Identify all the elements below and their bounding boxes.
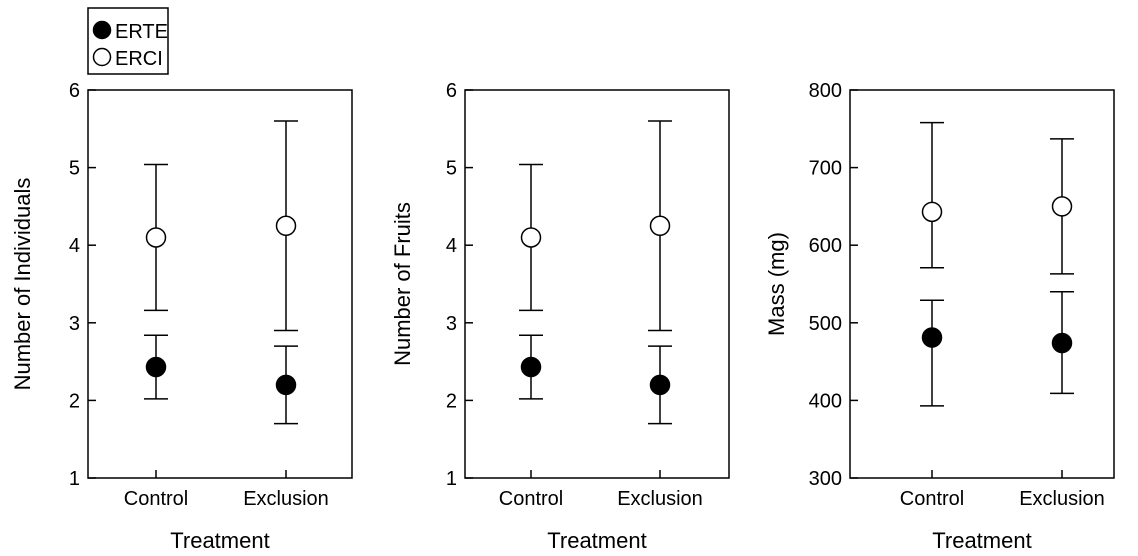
y-tick-label: 3 (446, 313, 457, 335)
x-tick-label: Exclusion (617, 488, 703, 510)
point-erci (520, 227, 542, 248)
y-tick-label: 2 (446, 390, 457, 412)
point-erte (1051, 332, 1073, 354)
y-axis-label: Number of Individuals (10, 178, 35, 391)
x-tick-label: Control (124, 488, 188, 510)
legend-label-erci: ERCI (115, 48, 163, 70)
y-tick-label: 700 (809, 158, 842, 180)
legend: ERTE ERCI (87, 7, 169, 75)
x-tick-label: Exclusion (1019, 488, 1105, 510)
legend-label-erte: ERTE (115, 21, 168, 43)
point-erte (921, 327, 943, 348)
point-erci (275, 215, 297, 237)
point-erci (1051, 196, 1073, 217)
plot-frame (464, 89, 730, 479)
point-erte (275, 374, 297, 396)
y-tick-label: 400 (809, 390, 842, 412)
y-tick-label: 800 (809, 80, 842, 102)
y-tick-label: 6 (446, 80, 457, 102)
y-tick-label: 600 (809, 235, 842, 257)
plot-frame (87, 89, 353, 479)
y-tick-label: 4 (69, 235, 80, 257)
legend-entry-erte: ERTE (92, 20, 168, 43)
point-erci (145, 227, 167, 248)
point-erte (649, 374, 671, 396)
legend-marker-erte (92, 20, 112, 40)
y-axis-label: Number of Fruits (390, 202, 415, 366)
x-axis-label: Treatment (932, 528, 1031, 553)
x-tick-label: Control (900, 488, 964, 510)
y-tick-label: 1 (446, 468, 457, 490)
y-tick-label: 4 (446, 235, 457, 257)
y-tick-label: 5 (446, 158, 457, 180)
y-tick-label: 300 (809, 468, 842, 490)
panel-individuals: 1 2 3 4 5 6 Control Exclusion Treatment Number of… (10, 80, 353, 553)
point-erte (520, 356, 542, 378)
legend-entry-erci: ERCI (92, 47, 163, 70)
y-tick-label: 3 (69, 313, 80, 335)
point-erte (145, 356, 167, 378)
panel-mass: 300 400 500 600 700 800 Control Exclusion Treatm… (764, 80, 1115, 553)
panel-fruits: 1 2 3 4 5 6 Control Exclusion Treatment Number of… (390, 80, 730, 553)
x-tick-label: Exclusion (243, 488, 329, 510)
y-tick-label: 500 (809, 313, 842, 335)
legend-marker-erci (92, 47, 112, 67)
y-axis-label: Mass (mg) (764, 232, 789, 336)
x-axis-label: Treatment (170, 528, 269, 553)
x-axis-label: Treatment (547, 528, 646, 553)
point-erci (649, 215, 671, 237)
y-tick-label: 2 (69, 390, 80, 412)
y-tick-label: 1 (69, 468, 80, 490)
x-tick-label: Control (499, 488, 563, 510)
plot-frame (849, 89, 1115, 479)
point-erci (921, 201, 943, 223)
y-tick-label: 5 (69, 158, 80, 180)
y-tick-label: 6 (69, 80, 80, 102)
